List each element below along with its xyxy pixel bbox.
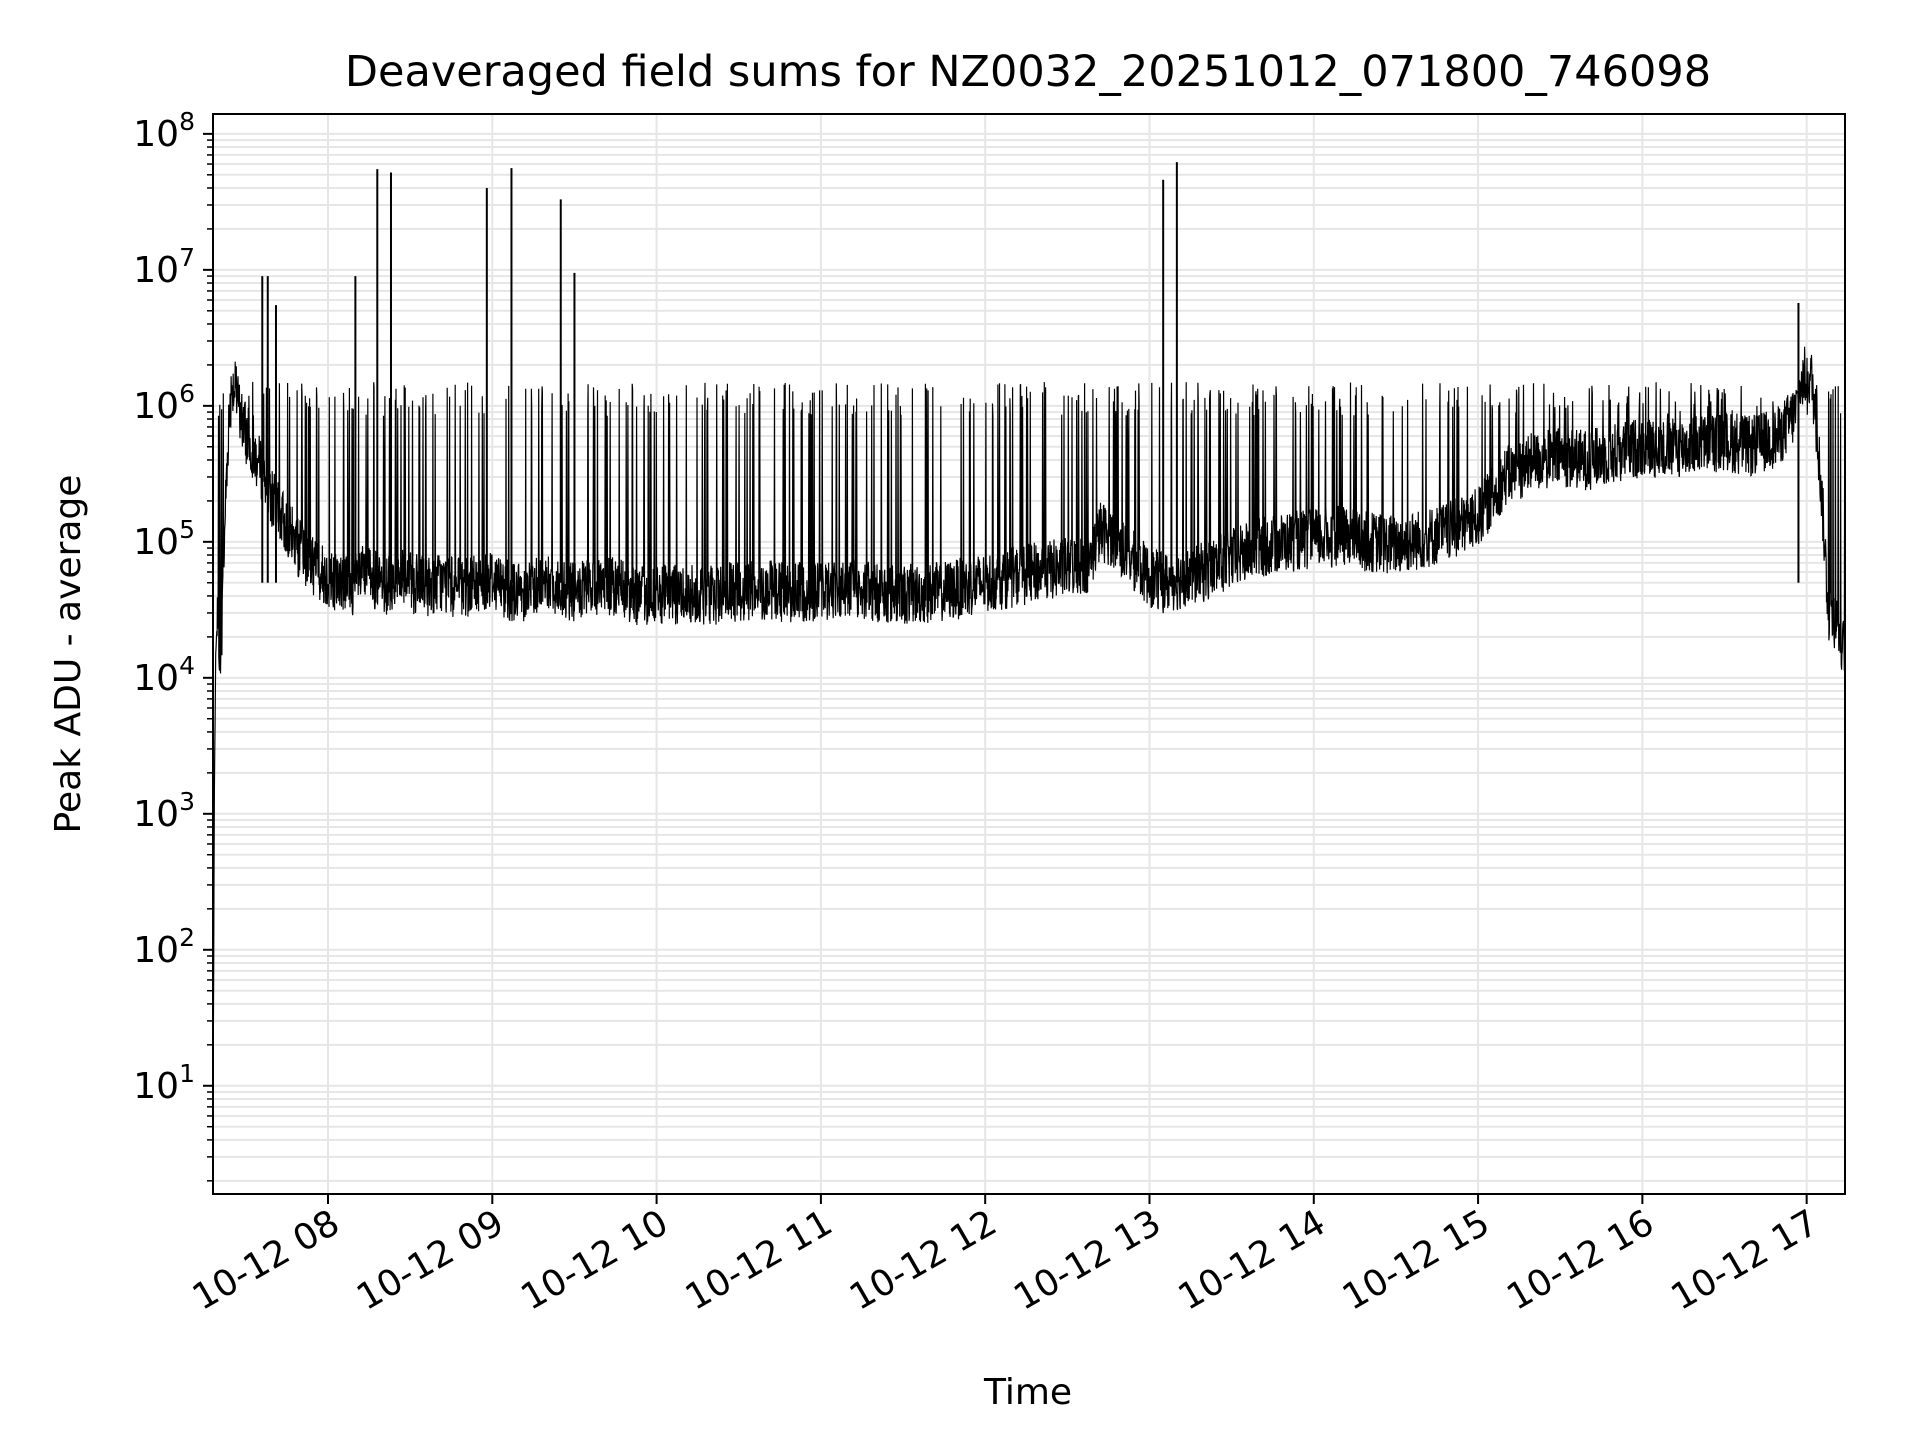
y-tick-label: 101	[133, 1059, 195, 1107]
plot-area	[212, 162, 1846, 1140]
y-tick-label: 104	[133, 651, 195, 699]
y-tick-label: 102	[133, 923, 195, 971]
y-tick-label: 106	[133, 379, 195, 427]
y-tick-label: 105	[133, 515, 195, 563]
y-axis-label: Peak ADU - average	[48, 475, 89, 834]
y-tick-label: 103	[133, 787, 195, 835]
plot-frame	[212, 113, 1846, 1195]
y-tick-label: 107	[133, 243, 195, 291]
chart-title: Deaveraged field sums for NZ0032_2025101…	[345, 47, 1711, 97]
grid	[213, 114, 1845, 1194]
series-line	[212, 346, 1846, 1140]
x-axis-label: Time	[983, 1372, 1072, 1413]
y-axis: 101 102 103 104 105 106 107 108	[133, 107, 213, 1182]
y-tick-label: 108	[133, 107, 195, 155]
